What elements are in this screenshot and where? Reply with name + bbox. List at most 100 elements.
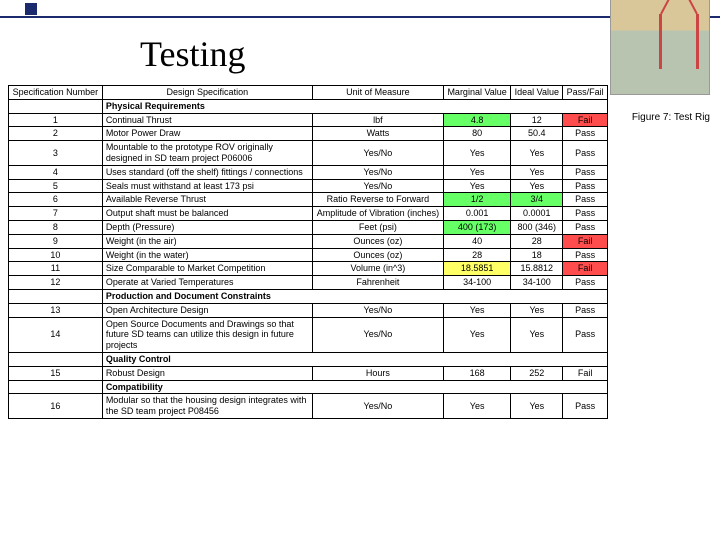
- cell-ideal: Yes: [511, 317, 563, 352]
- table-row: 15Robust DesignHours168252Fail: [9, 366, 608, 380]
- col-ideal: Ideal Value: [511, 86, 563, 100]
- cell-marg: Yes: [443, 394, 510, 419]
- cell-unit: Ounces (oz): [312, 234, 443, 248]
- cell-pf: Pass: [563, 207, 608, 221]
- cell-n: 10: [9, 248, 103, 262]
- table-row: 13Open Architecture DesignYes/NoYesYesPa…: [9, 303, 608, 317]
- section-row: Quality Control: [9, 352, 608, 366]
- table-row: 9Weight (in the air)Ounces (oz)4028Fail: [9, 234, 608, 248]
- cell-spec: Depth (Pressure): [102, 220, 312, 234]
- cell-pf: Pass: [563, 303, 608, 317]
- cell-marg: Yes: [443, 141, 510, 166]
- cell-spec: Seals must withstand at least 173 psi: [102, 179, 312, 193]
- cell-n: 5: [9, 179, 103, 193]
- cell-ideal: 15.8812: [511, 262, 563, 276]
- cell-marg: 4.8: [443, 113, 510, 127]
- cell-unit: lbf: [312, 113, 443, 127]
- cell-unit: Ounces (oz): [312, 248, 443, 262]
- cell-unit: Yes/No: [312, 317, 443, 352]
- section-row: Production and Document Constraints: [9, 289, 608, 303]
- cell-spec: Open Source Documents and Drawings so th…: [102, 317, 312, 352]
- cell-spec: Motor Power Draw: [102, 127, 312, 141]
- section-row: Physical Requirements: [9, 99, 608, 113]
- cell-pf: Pass: [563, 394, 608, 419]
- cell-pf: Fail: [563, 262, 608, 276]
- cell-ideal: Yes: [511, 179, 563, 193]
- cell-pf: Fail: [563, 234, 608, 248]
- section-label: Compatibility: [102, 380, 607, 394]
- cell-pf: Pass: [563, 220, 608, 234]
- cell-unit: Feet (psi): [312, 220, 443, 234]
- cell-unit: Yes/No: [312, 394, 443, 419]
- cell-spec: Robust Design: [102, 366, 312, 380]
- cell-pf: Pass: [563, 276, 608, 290]
- cell-pf: Pass: [563, 193, 608, 207]
- cell-unit: Ratio Reverse to Forward: [312, 193, 443, 207]
- table-row: 11Size Comparable to Market CompetitionV…: [9, 262, 608, 276]
- col-marg: Marginal Value: [443, 86, 510, 100]
- table-row: 12Operate at Varied TemperaturesFahrenhe…: [9, 276, 608, 290]
- cell-n: 15: [9, 366, 103, 380]
- cell-marg: 40: [443, 234, 510, 248]
- table-row: 16Modular so that the housing design int…: [9, 394, 608, 419]
- cell-marg: 168: [443, 366, 510, 380]
- table-row: 8Depth (Pressure)Feet (psi)400 (173)800 …: [9, 220, 608, 234]
- cell-n: 13: [9, 303, 103, 317]
- cell-unit: Fahrenheit: [312, 276, 443, 290]
- cell-spec: Size Comparable to Market Competition: [102, 262, 312, 276]
- cell-n: 4: [9, 165, 103, 179]
- cell-spec: Weight (in the water): [102, 248, 312, 262]
- cell-ideal: 252: [511, 366, 563, 380]
- cell-spec: Continual Thrust: [102, 113, 312, 127]
- cell-pf: Fail: [563, 113, 608, 127]
- table-row: 6Available Reverse ThrustRatio Reverse t…: [9, 193, 608, 207]
- cell-spec: Uses standard (off the shelf) fittings /…: [102, 165, 312, 179]
- cell-marg: 80: [443, 127, 510, 141]
- cell-ideal: 50.4: [511, 127, 563, 141]
- cell-pf: Pass: [563, 165, 608, 179]
- table-row: 7Output shaft must be balancedAmplitude …: [9, 207, 608, 221]
- cell-marg: 400 (173): [443, 220, 510, 234]
- spec-table: Specification Number Design Specificatio…: [8, 85, 608, 419]
- cell-pf: Pass: [563, 141, 608, 166]
- cell-marg: 34-100: [443, 276, 510, 290]
- cell-marg: Yes: [443, 317, 510, 352]
- cell-n: 9: [9, 234, 103, 248]
- cell-marg: 18.5851: [443, 262, 510, 276]
- table-row: 10Weight (in the water)Ounces (oz)2818Pa…: [9, 248, 608, 262]
- cell-spec: Open Architecture Design: [102, 303, 312, 317]
- cell-spec: Available Reverse Thrust: [102, 193, 312, 207]
- cell-n: 3: [9, 141, 103, 166]
- cell-unit: Amplitude of Vibration (inches): [312, 207, 443, 221]
- figure-caption: Figure 7: Test Rig: [632, 112, 710, 123]
- cell-unit: Hours: [312, 366, 443, 380]
- section-label: Quality Control: [102, 352, 607, 366]
- cell-n: 16: [9, 394, 103, 419]
- cell-n: 14: [9, 317, 103, 352]
- cell-unit: Volume (in^3): [312, 262, 443, 276]
- cell-ideal: 28: [511, 234, 563, 248]
- col-num: Specification Number: [9, 86, 103, 100]
- col-pf: Pass/Fail: [563, 86, 608, 100]
- section-label: Physical Requirements: [102, 99, 607, 113]
- table-row: 2Motor Power DrawWatts8050.4Pass: [9, 127, 608, 141]
- cell-ideal: 34-100: [511, 276, 563, 290]
- section-label: Production and Document Constraints: [102, 289, 607, 303]
- cell-ideal: 12: [511, 113, 563, 127]
- cell-pf: Fail: [563, 366, 608, 380]
- cell-n: 11: [9, 262, 103, 276]
- cell-n: 7: [9, 207, 103, 221]
- cell-pf: Pass: [563, 317, 608, 352]
- cell-ideal: 3/4: [511, 193, 563, 207]
- cell-n: 12: [9, 276, 103, 290]
- cell-marg: 1/2: [443, 193, 510, 207]
- cell-spec: Modular so that the housing design integ…: [102, 394, 312, 419]
- cell-pf: Pass: [563, 127, 608, 141]
- section-row: Compatibility: [9, 380, 608, 394]
- cell-unit: Yes/No: [312, 165, 443, 179]
- header-row: Specification Number Design Specificatio…: [9, 86, 608, 100]
- cell-unit: Yes/No: [312, 179, 443, 193]
- cell-ideal: 18: [511, 248, 563, 262]
- cell-spec: Mountable to the prototype ROV originall…: [102, 141, 312, 166]
- test-rig-thumbnail: [610, 0, 710, 95]
